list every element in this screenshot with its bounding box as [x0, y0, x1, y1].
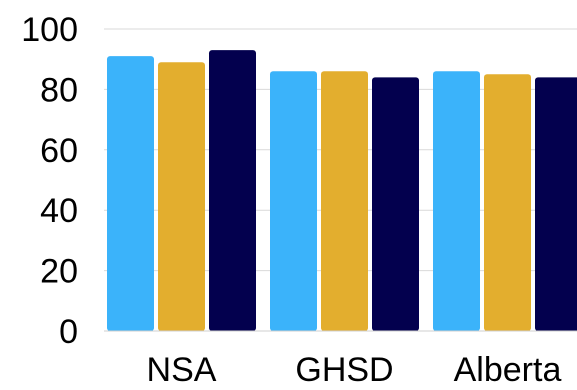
y-tick-label: 100 — [21, 11, 78, 49]
y-tick-label: 20 — [40, 253, 78, 291]
x-category-label: GHSD — [295, 351, 393, 389]
y-tick-labels: 0 20 40 60 80 100 — [21, 11, 78, 351]
bar-alberta-1 — [433, 71, 480, 331]
y-tick-label: 40 — [40, 192, 78, 230]
bar-ghsd-2 — [321, 71, 368, 331]
bar-nsa-2 — [158, 62, 205, 331]
bar-alberta-3 — [535, 77, 577, 331]
y-tick-label: 60 — [40, 132, 78, 170]
y-tick-label: 80 — [40, 71, 78, 109]
bars — [107, 50, 577, 332]
bar-alberta-2 — [484, 74, 531, 332]
x-category-labels: NSA GHSD Alberta — [147, 351, 562, 389]
bar-ghsd-3 — [372, 77, 419, 331]
bar-nsa-3 — [209, 50, 256, 331]
x-category-label: NSA — [147, 351, 217, 389]
x-category-label: Alberta — [454, 351, 562, 389]
bar-nsa-1 — [107, 56, 154, 332]
y-tick-label: 0 — [59, 313, 78, 351]
bar-ghsd-1 — [270, 71, 317, 331]
